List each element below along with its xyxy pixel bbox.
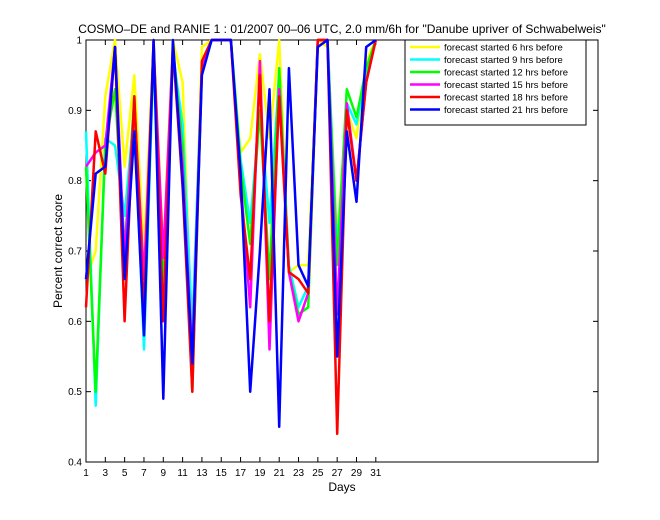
y-tick-label: 0.7 <box>68 247 82 258</box>
x-tick-label: 27 <box>332 468 344 479</box>
x-tick-label: 25 <box>312 468 324 479</box>
x-tick-label: 13 <box>196 468 208 479</box>
y-tick-label: 0.8 <box>68 176 82 187</box>
x-tick-label: 1 <box>83 468 89 479</box>
y-tick-label: 0.6 <box>68 317 82 328</box>
x-tick-label: 7 <box>141 468 147 479</box>
y-tick-label: 0.4 <box>68 458 82 469</box>
y-tick-label: 0.5 <box>68 387 82 398</box>
x-tick-label: 15 <box>216 468 228 479</box>
x-tick-label: 21 <box>274 468 286 479</box>
legend-label-4: forecast started 15 hrs before <box>444 80 568 91</box>
series-lines <box>84 38 378 436</box>
x-tick-label: 19 <box>254 468 266 479</box>
x-tick-label: 17 <box>235 468 247 479</box>
x-tick-label: 11 <box>177 468 188 479</box>
y-axis-label: Percent correct score <box>51 194 65 308</box>
axis-ticks: 1 3 5 7 9 11 13 15 17 19 21 23 25 27 29 310.40.50.60.70… <box>68 36 598 479</box>
x-tick-label: 3 <box>103 468 109 479</box>
legend-label-2: forecast started 9 hrs before <box>444 55 563 66</box>
x-tick-label: 31 <box>370 468 382 479</box>
legend-box <box>404 39 587 126</box>
legend-label-6: forecast started 21 hrs before <box>444 105 568 116</box>
x-tick-label: 29 <box>351 468 363 479</box>
legend-label-3: forecast started 12 hrs before <box>444 68 568 79</box>
x-tick-label: 23 <box>293 468 305 479</box>
legend-label-5: forecast started 18 hrs before <box>444 93 568 104</box>
x-axis-label: Days <box>328 480 355 494</box>
y-tick-label: 0.9 <box>68 106 82 117</box>
legend-label-1: forecast started 6 hrs before <box>444 43 563 54</box>
chart-title: COSMO–DE and RANIE 1 : 01/2007 00–06 UTC… <box>78 22 605 36</box>
x-tick-label: 5 <box>122 468 128 479</box>
y-tick-label: 1 <box>76 36 82 47</box>
series-line-6 <box>84 38 377 429</box>
x-tick-label: 9 <box>161 468 167 479</box>
